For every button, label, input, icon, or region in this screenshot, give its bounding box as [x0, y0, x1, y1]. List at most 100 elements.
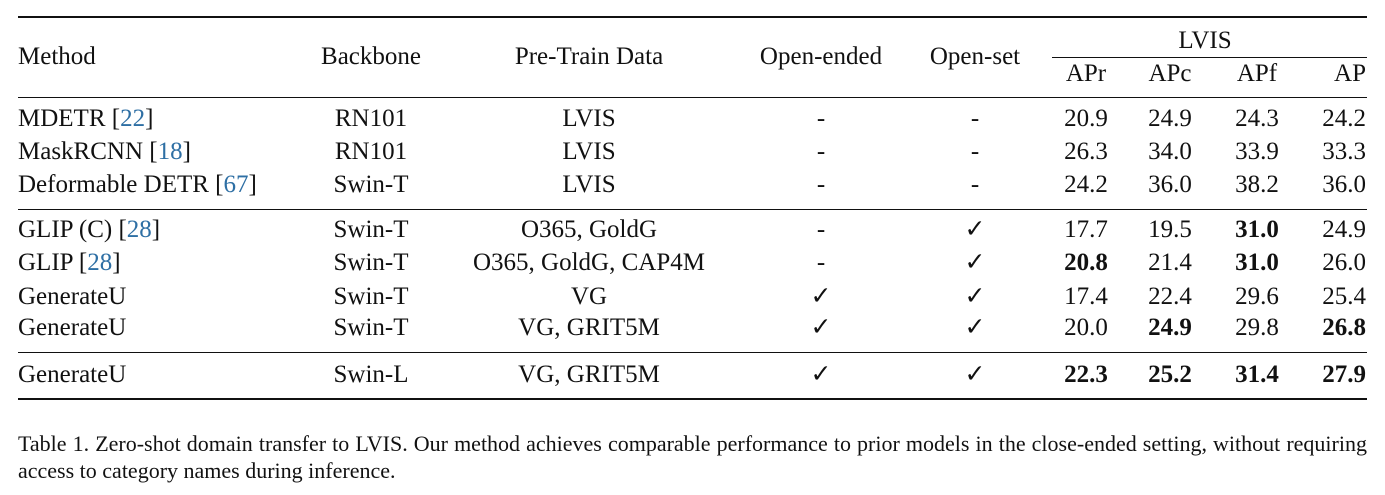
checkmark-icon: ✓: [964, 361, 986, 388]
apc-cell: 25.2: [1148, 361, 1192, 388]
pretrain-cell: VG: [570, 283, 608, 310]
apr-cell: 17.7: [1064, 216, 1108, 243]
header-lvis: LVIS: [1178, 27, 1232, 54]
method-name: GenerateU: [18, 361, 127, 388]
group-rule-1: [18, 209, 1367, 210]
ap-cell: 33.3: [1322, 138, 1366, 165]
header-apc: APc: [1148, 60, 1192, 87]
apc-cell: 19.5: [1148, 216, 1192, 243]
citation-open-bracket: [: [143, 138, 158, 165]
apf-cell: 31.4: [1235, 361, 1279, 388]
ap-cell: 26.0: [1322, 249, 1366, 276]
apr-cell: 26.3: [1064, 138, 1108, 165]
pretrain-cell: LVIS: [562, 171, 616, 198]
backbone-cell: RN101: [334, 138, 408, 165]
citation-close-bracket: ]: [182, 138, 191, 165]
citation-close-bracket: ]: [145, 105, 154, 132]
ap-cell: 36.0: [1322, 171, 1366, 198]
bottom-rule: [18, 398, 1367, 400]
method-name: MaskRCNN: [18, 138, 144, 165]
open-set-cell: -: [970, 105, 980, 132]
method-cell: GenerateU: [18, 282, 126, 312]
citation-open-bracket: [: [105, 105, 121, 132]
apc-cell: 24.9: [1148, 105, 1192, 132]
header-pretrain: Pre-Train Data: [514, 43, 664, 70]
citation-link[interactable]: 28: [126, 216, 152, 243]
backbone-cell: Swin-T: [333, 249, 409, 276]
header-ap: AP: [1334, 60, 1366, 87]
open-ended-cell: -: [816, 216, 826, 243]
apf-cell: 31.0: [1235, 249, 1279, 276]
citation-link[interactable]: 28: [87, 249, 113, 276]
method-name: GLIP: [18, 249, 73, 276]
method-name: GenerateU: [18, 283, 127, 310]
open-ended-cell: -: [816, 138, 826, 165]
open-set-cell: -: [970, 138, 980, 165]
checkmark-icon: ✓: [964, 283, 986, 310]
checkmark-icon: ✓: [810, 283, 832, 310]
checkmark-icon: ✓: [964, 216, 986, 243]
citation-close-bracket: ]: [151, 216, 161, 243]
header-open-ended: Open-ended: [759, 43, 883, 70]
method-name: GenerateU: [18, 314, 127, 341]
apc-cell: 21.4: [1148, 249, 1192, 276]
pretrain-cell: LVIS: [562, 138, 616, 165]
citation-close-bracket: ]: [112, 249, 121, 276]
open-ended-cell: -: [816, 171, 826, 198]
method-name: GLIP (C): [18, 216, 113, 243]
pretrain-cell: VG, GRIT5M: [518, 361, 660, 388]
ap-cell: 26.8: [1322, 314, 1366, 341]
checkmark-icon: ✓: [964, 314, 986, 341]
ap-cell: 24.9: [1322, 216, 1366, 243]
citation-link[interactable]: 18: [157, 138, 183, 165]
backbone-cell: Swin-T: [333, 283, 409, 310]
ap-cell: 27.9: [1322, 361, 1366, 388]
checkmark-icon: ✓: [810, 314, 832, 341]
apf-cell: 33.9: [1235, 138, 1279, 165]
open-set-cell: -: [970, 171, 980, 198]
group-rule-2: [18, 352, 1367, 353]
method-cell: GLIP [28]: [18, 248, 121, 278]
method-name: MDETR: [18, 105, 106, 132]
method-name: Deformable DETR: [18, 171, 209, 198]
apr-cell: 22.3: [1064, 361, 1108, 388]
method-cell: GenerateU: [18, 313, 126, 343]
open-ended-cell: -: [816, 105, 826, 132]
apc-cell: 22.4: [1148, 283, 1192, 310]
apf-cell: 31.0: [1235, 216, 1279, 243]
header-apr: APr: [1065, 60, 1107, 87]
apf-cell: 38.2: [1235, 171, 1279, 198]
checkmark-icon: ✓: [964, 249, 986, 276]
lvis-underline: [1052, 57, 1367, 58]
method-cell: GLIP (C) [28]: [18, 215, 160, 245]
citation-close-bracket: ]: [248, 171, 257, 198]
pretrain-cell: LVIS: [562, 105, 616, 132]
citation-link[interactable]: 67: [223, 171, 249, 198]
pretrain-cell: O365, GoldG: [520, 216, 658, 243]
backbone-cell: Swin-T: [333, 314, 409, 341]
top-rule: [18, 16, 1367, 18]
apf-cell: 29.8: [1235, 314, 1279, 341]
header-open-set: Open-set: [929, 43, 1021, 70]
ap-cell: 25.4: [1322, 283, 1366, 310]
backbone-cell: Swin-L: [333, 361, 409, 388]
pretrain-cell: O365, GoldG, CAP4M: [473, 249, 705, 276]
citation-open-bracket: [: [208, 171, 224, 198]
apf-cell: 24.3: [1235, 105, 1279, 132]
pretrain-cell: VG, GRIT5M: [518, 314, 660, 341]
method-cell: MDETR [22]: [18, 104, 153, 134]
apf-cell: 29.6: [1235, 283, 1279, 310]
checkmark-icon: ✓: [810, 361, 832, 388]
header-rule: [18, 97, 1367, 98]
open-ended-cell: -: [816, 249, 826, 276]
backbone-cell: Swin-T: [333, 216, 409, 243]
method-cell: MaskRCNN [18]: [18, 137, 191, 167]
backbone-cell: RN101: [334, 105, 408, 132]
citation-open-bracket: [: [72, 249, 88, 276]
apr-cell: 24.2: [1064, 171, 1108, 198]
method-cell: Deformable DETR [67]: [18, 170, 257, 200]
citation-link[interactable]: 22: [120, 105, 146, 132]
apc-cell: 34.0: [1148, 138, 1192, 165]
header-method: Method: [18, 43, 96, 70]
